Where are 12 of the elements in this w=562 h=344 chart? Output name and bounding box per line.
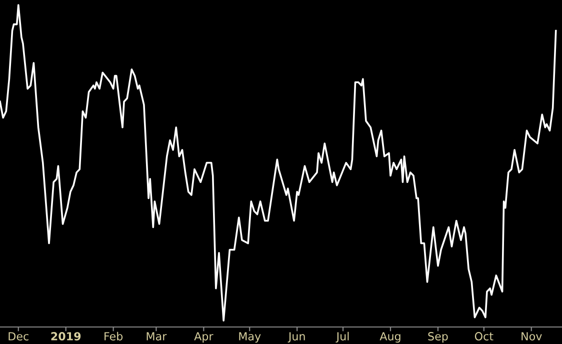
x-tick-label: 2019 <box>51 332 81 340</box>
x-tick-label: May <box>239 332 261 343</box>
x-tick-label: Sep <box>428 332 448 343</box>
x-tick-label: Aug <box>380 332 400 343</box>
x-tick-label: Apr <box>194 332 214 343</box>
x-tick-label: Feb <box>104 332 123 340</box>
x-tick-label: Mar <box>146 332 167 340</box>
x-tick-label: Dec <box>8 332 28 340</box>
x-tick-label: Oct <box>474 332 494 340</box>
x-tick-label: Jul <box>336 332 349 343</box>
x-tick-label: Nov <box>522 332 542 340</box>
x-tick-label: Jun <box>288 332 305 343</box>
